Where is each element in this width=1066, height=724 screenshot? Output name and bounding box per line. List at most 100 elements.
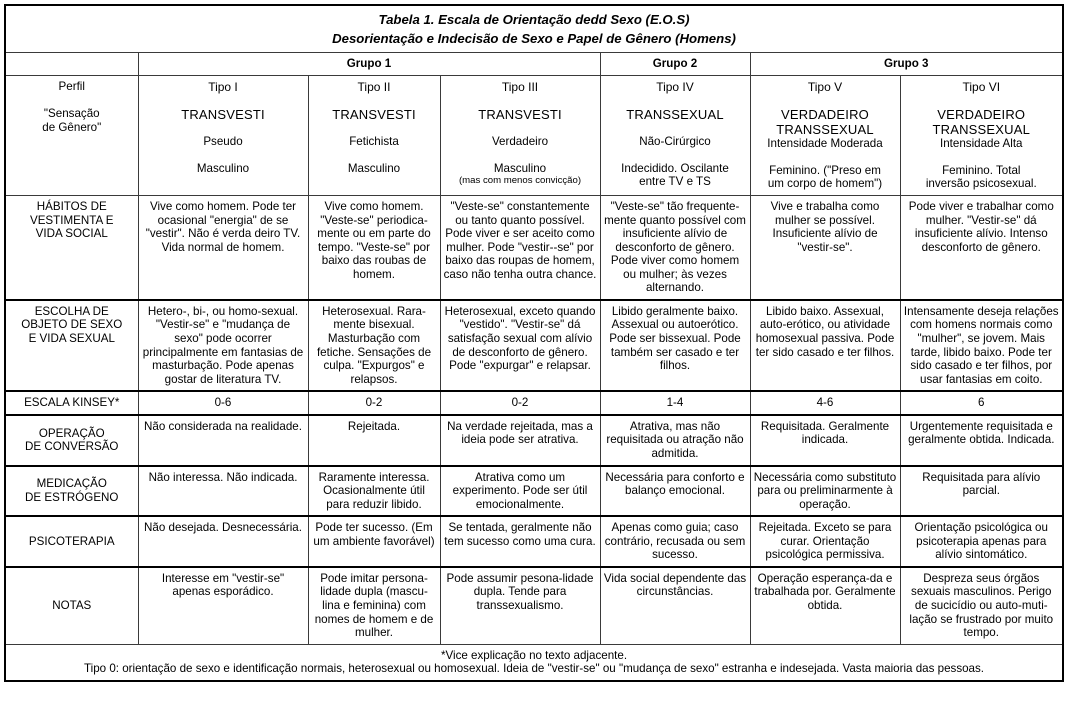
- cell-operacao-tipo-2: Rejeitada.: [307, 413, 441, 467]
- cell-notas-tipo-2: Pode imitar persona-lidade dupla (mascu-…: [307, 565, 441, 645]
- cell-medicacao-tipo-4: Necessária para conforto e balanço emoci…: [599, 464, 751, 517]
- profile-label-genero: de Gênero": [42, 120, 102, 134]
- cell-psicoterapia-tipo-4: Apenas como guia; caso contrário, recusa…: [599, 515, 751, 568]
- profile-column-tipo-4: Tipo IV TRANSSEXUAL Não-Cirúrgico Indeci…: [599, 74, 751, 196]
- cell-operacao-tipo-3: Na verdade rejeitada, mas a ideia pode s…: [439, 413, 601, 467]
- cell-psicoterapia-tipo-1: Não desejada. Desnecessária.: [137, 515, 309, 568]
- profile-subtype-3: Verdadeiro: [491, 135, 549, 149]
- row-label-medicacao: MEDICAÇÃO DE ESTRÓGENO: [4, 464, 139, 517]
- cell-kinsey-tipo-2: 0-2: [307, 390, 441, 416]
- cell-escolha-tipo-3: Heterosexual, exceto quando "vestido". "…: [439, 298, 601, 392]
- group-header-row: Grupo 1 Grupo 2 Grupo 3: [4, 52, 1064, 76]
- profile-category-3: TRANSVESTI: [478, 106, 562, 122]
- cell-kinsey-tipo-6: 6: [899, 390, 1064, 416]
- row-label-operacao: OPERAÇÃO DE CONVERSÃO: [4, 413, 139, 467]
- profile-tipo-1: Tipo I: [208, 79, 238, 94]
- table-title-line-1: Tabela 1. Escala de Orientação dedd Sexo…: [378, 12, 690, 27]
- cell-notas-tipo-4: Vida social dependente das circunstância…: [599, 565, 751, 645]
- cell-psicoterapia-tipo-2: Pode ter sucesso. (Em um ambiente favorá…: [307, 515, 441, 568]
- profile-gender-3: Masculino: [493, 161, 547, 175]
- profile-tipo-4: Tipo IV: [656, 79, 694, 94]
- profile-header-row: Perfil "Sensação de Gênero" Tipo I TRANS…: [4, 74, 1064, 196]
- cell-medicacao-tipo-2: Raramente interessa. Ocasionalmente útil…: [307, 464, 441, 517]
- profile-subtype-4: Não-Cirúrgico: [639, 135, 711, 149]
- table-row-escolha: ESCOLHA DE OBJETO DE SEXO E VIDA SEXUAL …: [4, 298, 1064, 392]
- cell-medicacao-tipo-5: Necessária como substituto para ou preli…: [749, 464, 901, 517]
- profile-tipo-6: Tipo VI: [962, 79, 1001, 94]
- cell-medicacao-tipo-6: Requisitada para alívio parcial.: [899, 464, 1064, 517]
- cell-psicoterapia-tipo-3: Se tentada, geralmente não tem sucesso c…: [439, 515, 601, 568]
- row-label-habitos: HÁBITOS DE VESTIMENTA E VIDA SOCIAL: [4, 194, 139, 301]
- profile-category-4: TRANSSEXUAL: [626, 106, 724, 122]
- group-header-grupo-2: Grupo 2: [599, 52, 751, 76]
- cell-operacao-tipo-1: Não considerada na realidade.: [137, 413, 309, 467]
- table-footnote-cell: *Vice explicação no texto adjacente. Tip…: [4, 643, 1064, 682]
- cell-escolha-tipo-1: Hetero-, bi-, ou homo-sexual. "Vestir-se…: [137, 298, 309, 392]
- cell-habitos-tipo-2: Vive como homem. "Veste-se" periodica-me…: [307, 194, 441, 301]
- table-row-habitos: HÁBITOS DE VESTIMENTA E VIDA SOCIAL Vive…: [4, 194, 1064, 301]
- profile-gender-1: Masculino: [196, 161, 250, 175]
- profile-subtype-6: Intensidade Alta: [940, 137, 1023, 151]
- table-title-cell: Tabela 1. Escala de Orientação dedd Sexo…: [4, 4, 1064, 54]
- cell-escolha-tipo-2: Heterosexual. Rara-mente bisexual. Mastu…: [307, 298, 441, 392]
- profile-column-tipo-2: Tipo II TRANSVESTI Fetichista Masculino: [307, 74, 441, 196]
- profile-label-cell: Perfil "Sensação de Gênero": [4, 74, 139, 196]
- profile-category-6: VERDADEIRO TRANSSEXUAL: [932, 106, 1031, 138]
- profile-gender-6: Feminino. Total inversão psicosexual.: [925, 163, 1037, 191]
- cell-habitos-tipo-1: Vive como homem. Pode ter ocasional "ene…: [137, 194, 309, 301]
- profile-label-perfil: Perfil: [58, 79, 85, 93]
- cell-notas-tipo-1: Interesse em "vestir-se" apenas esporádi…: [137, 565, 309, 645]
- cell-notas-tipo-5: Operação esperança-da e trabalhada por. …: [749, 565, 901, 645]
- row-label-psicoterapia: PSICOTERAPIA: [4, 515, 139, 568]
- table-row-kinsey: ESCALA KINSEY* 0-6 0-2 0-2 1-4 4-6 6: [4, 390, 1064, 416]
- cell-notas-tipo-6: Despreza seus órgãos sexuais masculinos.…: [899, 565, 1064, 645]
- cell-kinsey-tipo-5: 4-6: [749, 390, 901, 416]
- profile-label-sensacao: "Sensação: [43, 107, 100, 121]
- profile-category-5: VERDADEIRO TRANSSEXUAL: [776, 106, 874, 138]
- profile-column-tipo-6: Tipo VI VERDADEIRO TRANSSEXUAL Intensida…: [899, 74, 1064, 196]
- group-header-grupo-1: Grupo 1: [137, 52, 601, 76]
- profile-subtype-5: Intensidade Moderada: [767, 137, 883, 151]
- footnote-line-2: Tipo 0: orientação de sexo e identificaç…: [83, 662, 985, 676]
- table-row-psicoterapia: PSICOTERAPIA Não desejada. Desnecessária…: [4, 515, 1064, 568]
- profile-tipo-3: Tipo III: [501, 79, 539, 94]
- group-header-grupo-3: Grupo 3: [749, 52, 1064, 76]
- group-header-blank: [4, 52, 139, 76]
- cell-kinsey-tipo-4: 1-4: [599, 390, 751, 416]
- cell-escolha-tipo-5: Libido baixo. Assexual, auto-erótico, ou…: [749, 298, 901, 392]
- profile-subtype-1: Pseudo: [203, 135, 243, 149]
- cell-medicacao-tipo-1: Não interessa. Não indicada.: [137, 464, 309, 517]
- footnote-line-1: *Vice explicação no texto adjacente.: [440, 648, 628, 662]
- cell-psicoterapia-tipo-6: Orientação psicológica ou psicoterapia a…: [899, 515, 1064, 568]
- cell-operacao-tipo-6: Urgentemente requisitada e geralmente ob…: [899, 413, 1064, 467]
- cell-escolha-tipo-6: Intensamente deseja relações com homens …: [899, 298, 1064, 392]
- cell-habitos-tipo-4: "Veste-se" tão frequente-mente quanto po…: [599, 194, 751, 301]
- cell-habitos-tipo-5: Vive e trabalha como mulher se possível.…: [749, 194, 901, 301]
- profile-gender-2: Masculino: [347, 161, 401, 175]
- profile-category-1: TRANSVESTI: [181, 106, 265, 122]
- cell-escolha-tipo-4: Libido geralmente baixo. Assexual ou aut…: [599, 298, 751, 392]
- cell-medicacao-tipo-3: Atrativa como um experimento. Pode ser ú…: [439, 464, 601, 517]
- cell-kinsey-tipo-3: 0-2: [439, 390, 601, 416]
- profile-gender-5: Feminino. ("Preso em um corpo de homem"): [767, 163, 883, 191]
- row-label-kinsey: ESCALA KINSEY*: [4, 390, 139, 416]
- table-footnote-row: *Vice explicação no texto adjacente. Tip…: [4, 643, 1064, 682]
- profile-subtype-2: Fetichista: [349, 135, 399, 149]
- table-row-operacao: OPERAÇÃO DE CONVERSÃO Não considerada na…: [4, 413, 1064, 467]
- cell-operacao-tipo-5: Requisitada. Geralmente indicada.: [749, 413, 901, 467]
- profile-column-tipo-5: Tipo V VERDADEIRO TRANSSEXUAL Intensidad…: [749, 74, 901, 196]
- cell-psicoterapia-tipo-5: Rejeitada. Exceto se para curar. Orienta…: [749, 515, 901, 568]
- table-row-medicacao: MEDICAÇÃO DE ESTRÓGENO Não interessa. Nã…: [4, 464, 1064, 517]
- profile-category-2: TRANSVESTI: [332, 106, 416, 122]
- eos-table: Tabela 1. Escala de Orientação dedd Sexo…: [4, 4, 1065, 682]
- cell-kinsey-tipo-1: 0-6: [137, 390, 309, 416]
- profile-column-tipo-3: Tipo III TRANSVESTI Verdadeiro Masculino…: [439, 74, 601, 196]
- row-label-notas: NOTAS: [4, 565, 139, 645]
- table-title-row: Tabela 1. Escala de Orientação dedd Sexo…: [4, 4, 1064, 54]
- cell-operacao-tipo-4: Atrativa, mas não requisitada ou atração…: [599, 413, 751, 467]
- table-row-notas: NOTAS Interesse em "vestir-se" apenas es…: [4, 565, 1064, 645]
- profile-column-tipo-1: Tipo I TRANSVESTI Pseudo Masculino: [137, 74, 309, 196]
- row-label-escolha: ESCOLHA DE OBJETO DE SEXO E VIDA SEXUAL: [4, 298, 139, 392]
- profile-tipo-2: Tipo II: [357, 79, 391, 94]
